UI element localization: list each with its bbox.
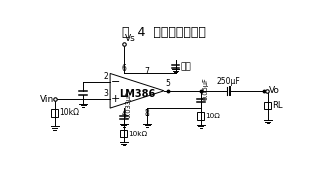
Text: 0.033μF: 0.033μF — [125, 91, 132, 118]
Text: 7: 7 — [145, 67, 149, 76]
Text: 4: 4 — [122, 109, 126, 118]
Text: Vs: Vs — [125, 35, 135, 43]
Text: 2: 2 — [104, 72, 108, 81]
Text: 旁路: 旁路 — [181, 62, 192, 71]
Text: 图  4  低频提升放大器: 图 4 低频提升放大器 — [122, 27, 206, 39]
Bar — [51, 109, 58, 117]
Text: 3: 3 — [104, 89, 108, 98]
Text: 0.05μF: 0.05μF — [203, 78, 209, 100]
Text: 10Ω: 10Ω — [205, 113, 220, 119]
Text: 6: 6 — [122, 64, 126, 73]
Text: Vin: Vin — [40, 95, 54, 104]
Text: Vo: Vo — [269, 86, 280, 95]
Text: 250μF: 250μF — [217, 77, 241, 86]
Text: RL: RL — [273, 101, 283, 110]
Bar — [121, 130, 127, 137]
Polygon shape — [110, 74, 164, 108]
Text: 1: 1 — [145, 109, 149, 118]
Text: −: − — [111, 77, 120, 87]
Text: LM386: LM386 — [119, 89, 155, 99]
Bar — [197, 112, 204, 120]
Text: 10kΩ: 10kΩ — [59, 108, 79, 117]
Text: 8: 8 — [145, 109, 149, 118]
Text: 10kΩ: 10kΩ — [129, 130, 148, 136]
Bar — [265, 102, 271, 109]
Text: 5: 5 — [165, 79, 171, 88]
Text: +: + — [111, 94, 120, 105]
